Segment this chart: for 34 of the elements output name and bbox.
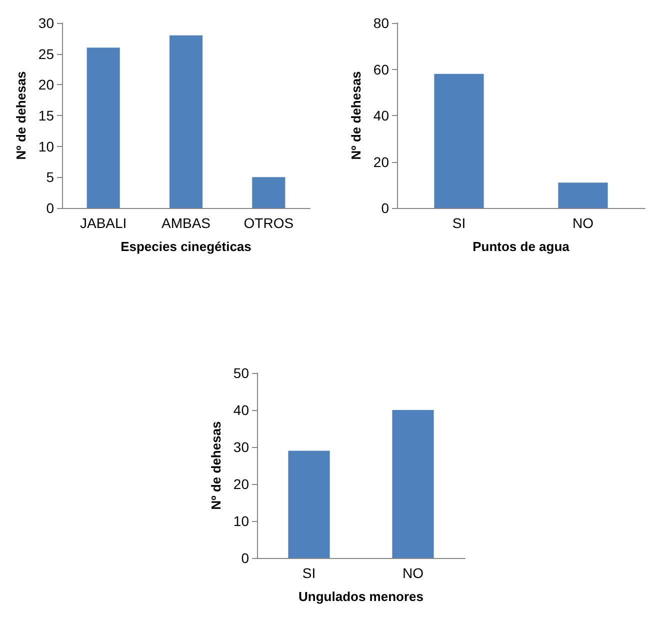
y-tick-label: 60	[373, 61, 390, 78]
x-tick-label: NO	[572, 215, 594, 231]
x-axis-title: Especies cinegéticas	[120, 239, 252, 254]
y-tick-label: 0	[241, 550, 250, 566]
y-tick-label: 40	[233, 402, 250, 418]
x-tick-label: SI	[302, 565, 316, 581]
x-axis-title: Puntos de agua	[472, 239, 570, 254]
x-tick-label: SI	[452, 215, 466, 231]
x-axis-title: Ungulados menores	[298, 589, 424, 604]
y-tick-label: 5	[46, 169, 54, 186]
y-tick-label: 15	[38, 108, 54, 124]
y-axis-title: Nº de dehesas	[348, 71, 364, 160]
y-tick-label: 80	[373, 15, 390, 31]
y-tick-label: 50	[233, 365, 250, 381]
y-axis-title: Nº de dehesas	[208, 421, 224, 510]
bar	[169, 35, 203, 208]
x-tick-label: NO	[402, 565, 424, 581]
bar	[252, 177, 286, 208]
x-tick-label: JABALI	[80, 215, 127, 231]
y-axis-title: Nº de dehesas	[14, 71, 29, 160]
y-tick-label: 30	[233, 439, 250, 455]
y-tick-label: 20	[233, 476, 250, 492]
y-tick-label: 0	[381, 200, 390, 216]
y-tick-label: 0	[46, 200, 54, 216]
y-tick-label: 30	[38, 15, 54, 31]
y-tick-label: 10	[38, 138, 54, 154]
x-tick-label: AMBAS	[161, 215, 211, 231]
y-tick-label: 25	[38, 46, 54, 62]
x-tick-label: OTROS	[244, 215, 294, 231]
y-tick-label: 40	[373, 108, 390, 124]
y-tick-label: 20	[38, 76, 54, 93]
y-tick-label: 20	[373, 154, 390, 170]
y-tick-label: 10	[233, 513, 250, 529]
bar	[86, 48, 120, 208]
